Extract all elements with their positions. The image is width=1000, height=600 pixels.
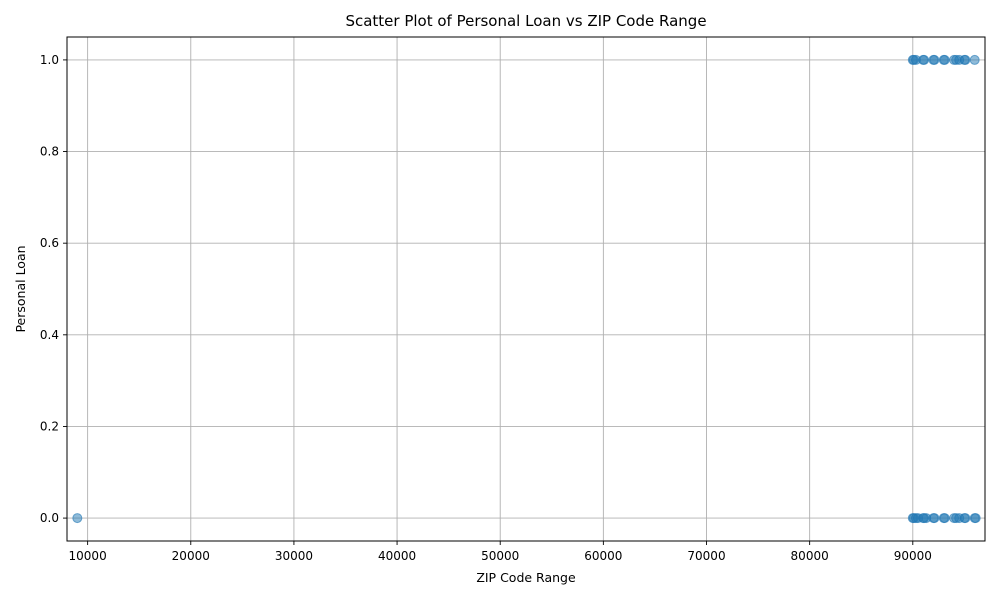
- x-tick-label: 10000: [69, 549, 107, 563]
- grid-lines: [67, 37, 985, 541]
- x-tick-label: 90000: [894, 549, 932, 563]
- y-tick-label: 0.2: [40, 419, 59, 433]
- x-tick-label: 50000: [481, 549, 519, 563]
- x-tick-label: 20000: [172, 549, 210, 563]
- scatter-point: [929, 54, 940, 65]
- x-tick-label: 40000: [378, 549, 416, 563]
- y-tick-label: 1.0: [40, 53, 59, 67]
- x-tick-label: 80000: [791, 549, 829, 563]
- y-tick-label: 0.4: [40, 328, 59, 342]
- y-axis-label: Personal Loan: [13, 245, 28, 332]
- scatter-point: [72, 513, 83, 524]
- scatter-point: [960, 54, 971, 65]
- scatter-point: [939, 513, 950, 524]
- scatter-point: [919, 54, 930, 65]
- plot-frame: [66, 36, 986, 542]
- y-tick-label: 0.6: [40, 236, 59, 250]
- scatter-point: [929, 513, 940, 524]
- scatter-point: [969, 54, 980, 65]
- y-tick-label: 0.0: [40, 511, 59, 525]
- scatter-point: [939, 54, 950, 65]
- x-tick-label: 60000: [584, 549, 622, 563]
- axis-ticks: 10000 20000 30000 40000 50000 60000 70000 80000…: [40, 53, 932, 563]
- data-points: [72, 54, 981, 524]
- scatter-point: [960, 513, 971, 524]
- x-tick-label: 30000: [275, 549, 313, 563]
- scatter-point: [970, 513, 981, 524]
- chart-title: Scatter Plot of Personal Loan vs ZIP Cod…: [345, 12, 706, 30]
- y-tick-label: 0.8: [40, 145, 59, 159]
- x-axis-label: ZIP Code Range: [476, 570, 576, 585]
- x-tick-label: 70000: [687, 549, 725, 563]
